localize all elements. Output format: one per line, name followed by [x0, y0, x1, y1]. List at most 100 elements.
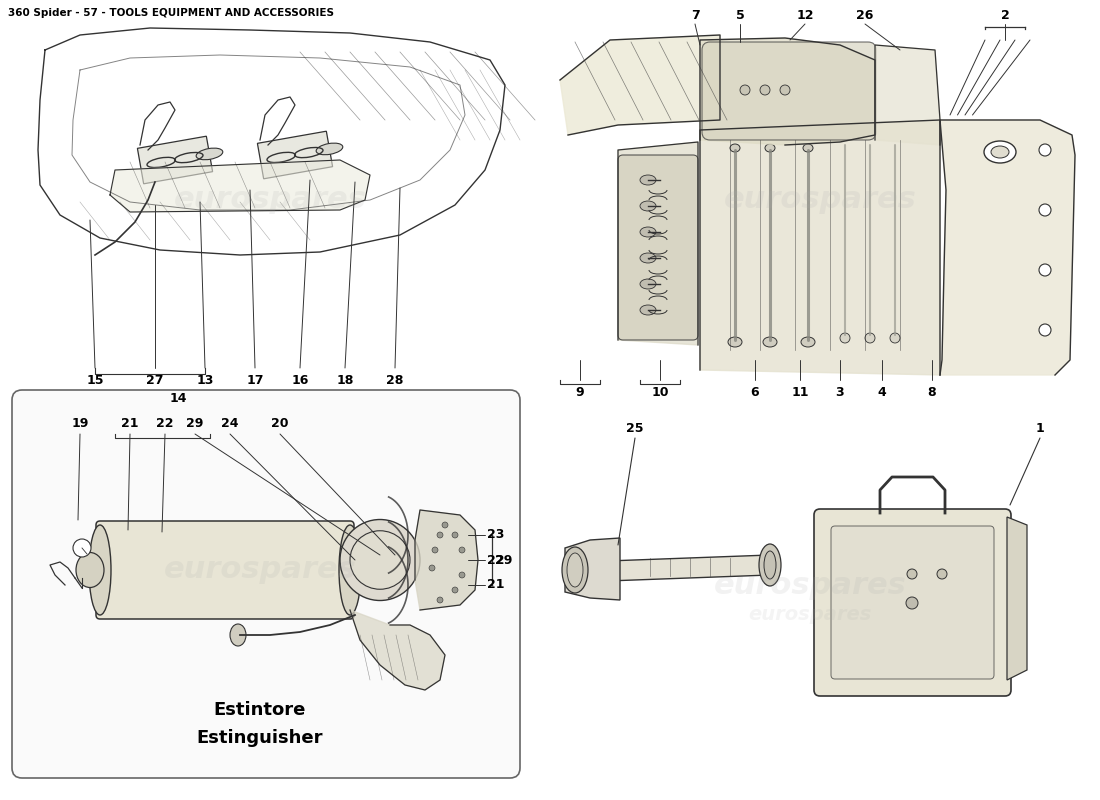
Circle shape [459, 572, 465, 578]
Polygon shape [618, 142, 698, 345]
Text: 26: 26 [856, 9, 873, 22]
Text: 8: 8 [927, 386, 936, 399]
Text: 28: 28 [386, 374, 404, 387]
Ellipse shape [566, 553, 583, 587]
Polygon shape [700, 120, 940, 375]
Text: 13: 13 [196, 374, 213, 387]
Text: 14: 14 [169, 392, 187, 405]
Polygon shape [560, 35, 720, 135]
Ellipse shape [316, 143, 343, 154]
Ellipse shape [803, 144, 813, 152]
Ellipse shape [728, 337, 743, 347]
Text: 4: 4 [878, 386, 887, 399]
Circle shape [452, 587, 458, 593]
FancyBboxPatch shape [96, 521, 354, 619]
FancyBboxPatch shape [12, 390, 520, 778]
Polygon shape [110, 160, 370, 212]
Text: 25: 25 [626, 422, 644, 435]
Circle shape [760, 85, 770, 95]
Circle shape [1040, 264, 1050, 276]
Text: 5: 5 [736, 9, 745, 22]
Circle shape [908, 569, 917, 579]
Circle shape [437, 597, 443, 603]
Circle shape [890, 333, 900, 343]
Text: 22: 22 [156, 417, 174, 430]
Polygon shape [138, 136, 212, 184]
Ellipse shape [640, 305, 656, 315]
Text: 1: 1 [1035, 422, 1044, 435]
Ellipse shape [562, 547, 588, 593]
Ellipse shape [76, 553, 104, 587]
Circle shape [73, 539, 91, 557]
Ellipse shape [340, 519, 420, 601]
Text: 29: 29 [186, 417, 204, 430]
Circle shape [1040, 144, 1050, 156]
Polygon shape [257, 131, 332, 179]
Text: Estinguisher: Estinguisher [197, 729, 323, 747]
Text: 12: 12 [796, 9, 814, 22]
Polygon shape [580, 555, 770, 582]
Circle shape [442, 522, 448, 528]
Ellipse shape [640, 201, 656, 211]
FancyBboxPatch shape [702, 42, 876, 140]
FancyBboxPatch shape [830, 526, 994, 679]
Text: 3: 3 [836, 386, 845, 399]
Text: 16: 16 [292, 374, 309, 387]
Ellipse shape [640, 253, 656, 263]
Text: eurospares: eurospares [724, 186, 916, 214]
Ellipse shape [640, 279, 656, 289]
FancyBboxPatch shape [618, 155, 698, 340]
FancyBboxPatch shape [814, 509, 1011, 696]
Ellipse shape [764, 144, 776, 152]
Ellipse shape [984, 141, 1016, 163]
Text: 360 Spider - 57 - TOOLS EQUIPMENT AND ACCESSORIES: 360 Spider - 57 - TOOLS EQUIPMENT AND AC… [8, 8, 334, 18]
Circle shape [780, 85, 790, 95]
Text: 24: 24 [221, 417, 239, 430]
Ellipse shape [763, 337, 777, 347]
Circle shape [452, 532, 458, 538]
Circle shape [840, 333, 850, 343]
Text: 2: 2 [1001, 9, 1010, 22]
Circle shape [937, 569, 947, 579]
Ellipse shape [89, 525, 111, 615]
Circle shape [432, 547, 438, 553]
Circle shape [1040, 204, 1050, 216]
Polygon shape [940, 120, 1075, 375]
Circle shape [906, 597, 918, 609]
Text: 7: 7 [691, 9, 700, 22]
Circle shape [740, 85, 750, 95]
Text: 15: 15 [86, 374, 103, 387]
Ellipse shape [764, 551, 776, 579]
Text: 18: 18 [337, 374, 354, 387]
Ellipse shape [801, 337, 815, 347]
Text: eurospares: eurospares [164, 555, 356, 585]
Polygon shape [565, 538, 620, 600]
Ellipse shape [339, 525, 361, 615]
Ellipse shape [230, 624, 246, 646]
Polygon shape [1006, 517, 1027, 680]
Ellipse shape [350, 530, 410, 590]
Ellipse shape [196, 148, 223, 160]
Circle shape [865, 333, 874, 343]
Ellipse shape [991, 146, 1009, 158]
Ellipse shape [640, 175, 656, 185]
Text: 19: 19 [72, 417, 89, 430]
Text: 21: 21 [121, 417, 139, 430]
Text: 23: 23 [487, 529, 505, 542]
Text: 29: 29 [495, 554, 513, 566]
Circle shape [459, 547, 465, 553]
Ellipse shape [759, 544, 781, 586]
Polygon shape [700, 38, 874, 145]
Polygon shape [415, 510, 478, 610]
Text: 20: 20 [272, 417, 288, 430]
Text: 17: 17 [246, 374, 264, 387]
Text: 27: 27 [146, 374, 164, 387]
Text: 9: 9 [575, 386, 584, 399]
Text: 11: 11 [791, 386, 808, 399]
Circle shape [1040, 324, 1050, 336]
Text: eurospares: eurospares [748, 606, 871, 625]
Text: Estintore: Estintore [213, 701, 306, 719]
Ellipse shape [730, 144, 740, 152]
Circle shape [437, 532, 443, 538]
Text: 10: 10 [651, 386, 669, 399]
